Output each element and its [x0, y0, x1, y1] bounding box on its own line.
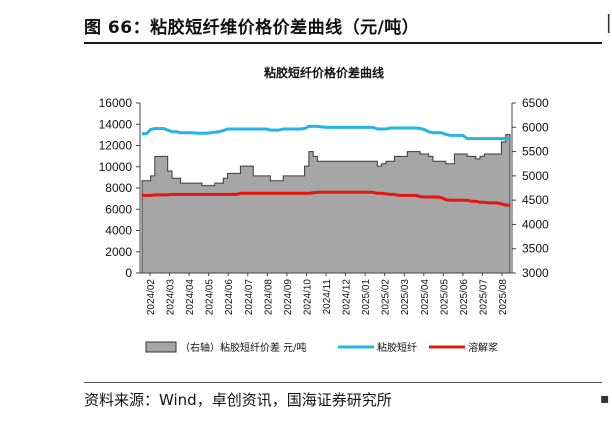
- x-tick-label: 2024/07: [244, 279, 255, 316]
- y-right-tick-label: 4500: [522, 193, 549, 207]
- source-note: 资料来源：Wind，卓创资讯，国海证券研究所: [84, 391, 392, 409]
- page-edge-mark: ▏: [608, 14, 612, 33]
- spread-area: [141, 134, 511, 274]
- y-left-tick-label: 6000: [105, 202, 132, 216]
- y-left-tick-label: 0: [125, 266, 132, 280]
- x-tick-label: 2025/02: [381, 279, 392, 316]
- y-right-tick-label: 6000: [522, 120, 549, 134]
- y-right-tick-label: 5000: [522, 169, 549, 183]
- x-tick-label: 2025/07: [478, 279, 489, 316]
- y-right-tick-label: 5500: [522, 145, 549, 159]
- x-tick-label: 2025/01: [361, 279, 372, 316]
- chart-canvas: 粘胶短纤价格价差曲线 16000 14000 12000 10000 8000 6000 4…: [99, 65, 549, 354]
- x-tick-label: 2024/12: [342, 279, 353, 316]
- x-tick-label: 2024/02: [146, 279, 157, 316]
- y-right-tick-label: 4000: [522, 217, 549, 231]
- y-left-tick-label: 16000: [99, 96, 133, 110]
- figure-header: 图 66：粘胶短纤维价格价差曲线（元/吨） ▏: [84, 10, 612, 44]
- x-tick-label: 2024/06: [224, 279, 235, 316]
- x-tick-label: 2024/11: [322, 279, 333, 315]
- x-tick-label: 2024/08: [263, 279, 274, 316]
- y-left-tick-label: 12000: [99, 139, 133, 153]
- axes-group: 16000 14000 12000 10000 8000 6000 4000 2000 0 650…: [99, 96, 549, 315]
- x-tick-label: 2024/05: [205, 279, 216, 316]
- x-tick-label: 2024/03: [166, 279, 177, 316]
- viscose-line: [142, 124, 510, 141]
- figure-title-rule: [84, 42, 602, 44]
- legend-label-viscose: 粘胶短纤: [377, 341, 417, 354]
- page-edge-mark-2: ▪: [600, 391, 610, 407]
- pulp-line: [142, 190, 511, 207]
- y-right-tick-label: 3500: [522, 242, 549, 256]
- x-tick-label: 2025/06: [459, 279, 470, 316]
- x-tick-label: 2025/04: [420, 279, 431, 316]
- spread-area-series: [141, 134, 511, 274]
- chart-title: 粘胶短纤价格价差曲线: [264, 65, 384, 80]
- spread-chart: 粘胶短纤价格价差曲线 16000 14000 12000 10000 8000 6000 4…: [84, 50, 612, 380]
- figure-title: 图 66：粘胶短纤维价格价差曲线（元/吨）: [84, 18, 420, 38]
- y-left-tick-label: 2000: [105, 245, 132, 259]
- y-right-tick-label: 6500: [522, 96, 549, 110]
- x-tick-label: 2024/04: [185, 279, 196, 316]
- y-left-tick-label: 14000: [99, 117, 133, 131]
- x-tick-label: 2024/10: [302, 279, 313, 316]
- y-right-tick-label: 3000: [522, 266, 549, 280]
- legend-swatch-spread: [145, 341, 177, 353]
- x-tick-label: 2025/08: [498, 279, 509, 316]
- y-left-tick-label: 4000: [105, 224, 132, 238]
- legend-label-spread: （右轴）粘胶短纤价差 元/吨: [180, 341, 307, 354]
- x-tick-label: 2024/09: [283, 279, 294, 316]
- legend-label-pulp: 溶解浆: [468, 341, 498, 354]
- x-tick-label: 2025/03: [400, 279, 411, 316]
- footer-rule: [84, 382, 602, 383]
- y-left-tick-label: 10000: [99, 160, 133, 174]
- y-left-tick-label: 8000: [105, 181, 132, 195]
- legend: （右轴）粘胶短纤价差 元/吨 粘胶短纤 溶解浆: [145, 341, 498, 354]
- line-series-group: [142, 124, 511, 207]
- x-tick-label: 2025/05: [439, 279, 450, 316]
